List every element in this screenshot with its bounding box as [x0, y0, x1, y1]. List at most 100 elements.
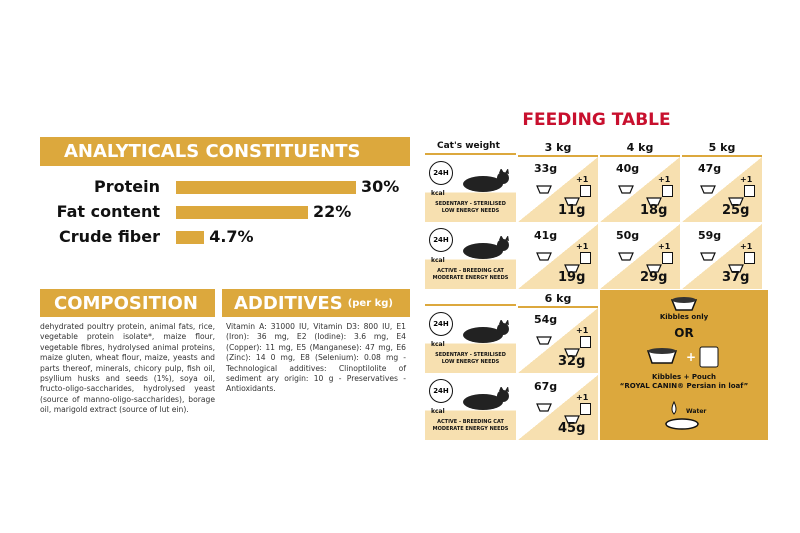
cat-icon	[463, 386, 509, 410]
nutrient-label: Crude fiber	[59, 227, 160, 246]
bowl-icon	[564, 197, 580, 206]
additives-title: ADDITIVES	[234, 292, 343, 314]
bowl-box	[536, 397, 552, 416]
mixed-amount: 37g	[722, 270, 750, 285]
bowl-box	[618, 179, 634, 198]
nutrient-bar	[176, 181, 356, 194]
bowl-icon	[728, 264, 744, 273]
weight-label: Cat's weight	[425, 139, 516, 155]
mixed-amount: 45g	[558, 421, 586, 436]
bowl-box	[564, 342, 580, 361]
additives-title-band: ADDITIVES (per kg)	[222, 289, 410, 317]
kcal-label: kcal	[431, 408, 445, 415]
dry-amount: 33g	[534, 162, 558, 175]
bowl-box	[728, 191, 744, 210]
mixed-amount: 32g	[558, 354, 586, 369]
cat-icon	[463, 168, 509, 192]
bowl-box	[536, 330, 552, 349]
svg-text:+: +	[686, 350, 696, 364]
mixed-amount: 19g	[558, 270, 586, 285]
pouch-icon	[662, 252, 673, 264]
kcal-label: kcal	[431, 190, 445, 197]
bowl-box	[700, 246, 716, 265]
pouch-icon	[580, 185, 591, 197]
bowl-box	[536, 246, 552, 265]
profile-line: LOW ENERGY NEEDS	[441, 359, 500, 365]
bowl-icon	[536, 336, 552, 345]
duration-badge: 24H	[429, 228, 453, 252]
nutrient-label: Protein	[94, 177, 160, 196]
bowl-box	[564, 191, 580, 210]
bowl-icon	[536, 185, 552, 194]
weight-label	[425, 290, 516, 306]
water-icon	[665, 400, 699, 430]
legend-water: Water	[686, 408, 707, 415]
feeding-cell: 40g +1 18g	[600, 157, 680, 222]
bowl-box	[700, 179, 716, 198]
legend-mixed-label: Kibbles + Pouch	[652, 373, 716, 381]
kcal-label: kcal	[431, 341, 445, 348]
pouch-count: +1	[658, 175, 671, 184]
bowl-box	[646, 258, 662, 277]
legend-mixed: Kibbles + Pouch “ROYAL CANIN® Persian in…	[600, 373, 768, 391]
dry-amount: 59g	[698, 229, 722, 242]
profile-line: LOW ENERGY NEEDS	[441, 208, 500, 214]
nutrient-value: 22%	[313, 202, 352, 221]
nutrient-value: 30%	[361, 177, 400, 196]
kcal-label: kcal	[431, 257, 445, 264]
dry-amount: 67g	[534, 380, 558, 393]
mixed-amount: 11g	[558, 203, 586, 218]
feeding-cell: 54g +1 32g	[518, 308, 598, 373]
profile-cell: 24H kcal ACTIVE - BREEDING CAT MODERATE ENE…	[425, 375, 516, 440]
profile-cell: 24H kcal ACTIVE - BREEDING CAT MODERATE ENE…	[425, 224, 516, 289]
nutrient-value: 4.7%	[209, 227, 254, 246]
profile-line: MODERATE ENERGY NEEDS	[432, 426, 509, 432]
bowl-pouch-icon: +	[646, 346, 719, 368]
feeding-cell: 33g +1 11g	[518, 157, 598, 222]
cat-icon	[463, 235, 509, 259]
bowl-icon	[646, 264, 662, 273]
dry-amount: 41g	[534, 229, 558, 242]
profile-cell: 24H kcal SEDENTARY - STERILISED LOW ENERGY …	[425, 308, 516, 373]
cat-icon-box	[453, 168, 513, 197]
duration-badge: 24H	[429, 161, 453, 185]
bowl-icon	[564, 415, 580, 424]
bowl-box	[646, 191, 662, 210]
legend-panel: Kibbles only OR + Kibbles + Pouch “ROYAL…	[600, 290, 768, 440]
weight-header: 6 kg	[518, 290, 598, 308]
pouch-icon	[744, 252, 755, 264]
mixed-amount: 29g	[640, 270, 668, 285]
bowl-box	[564, 258, 580, 277]
bowl-icon	[618, 252, 634, 261]
profile-line: SEDENTARY - STERILISED	[435, 352, 506, 358]
profile-line: SEDENTARY - STERILISED	[435, 201, 506, 207]
legend-or: OR	[674, 326, 694, 340]
weight-header: 4 kg	[600, 139, 680, 157]
analytical-title: ANALYTICALS CONSTITUENTS	[40, 137, 410, 166]
duration-badge: 24H	[429, 379, 453, 403]
profile-line: ACTIVE - BREEDING CAT	[437, 419, 504, 425]
feeding-cell: 50g +1 29g	[600, 224, 680, 289]
cat-icon	[463, 319, 509, 343]
nutrient-bar	[176, 231, 205, 244]
mixed-amount: 25g	[722, 203, 750, 218]
pouch-icon	[744, 185, 755, 197]
bowl-icon	[536, 252, 552, 261]
bowl-box	[728, 258, 744, 277]
pouch-count: +1	[576, 326, 589, 335]
bowl-box	[618, 246, 634, 265]
nutrient-bar	[176, 206, 308, 219]
bowl-icon	[728, 197, 744, 206]
pouch-icon	[580, 252, 591, 264]
additives-text: Vitamin A: 31000 IU, Vitamin D3: 800 IU,…	[226, 322, 406, 394]
legend-kibbles: Kibbles only	[659, 313, 709, 321]
legend-pouch-name: “ROYAL CANIN® Persian in loaf”	[619, 382, 749, 390]
mixed-amount: 18g	[640, 203, 668, 218]
dry-amount: 40g	[616, 162, 640, 175]
feeding-cell: 47g +1 25g	[682, 157, 762, 222]
nutrient-label: Fat content	[56, 202, 160, 221]
additives-subtitle: (per kg)	[347, 297, 393, 309]
feeding-cell: 41g +1 19g	[518, 224, 598, 289]
pouch-count: +1	[658, 242, 671, 251]
feeding-cell: 67g +1 45g	[518, 375, 598, 440]
